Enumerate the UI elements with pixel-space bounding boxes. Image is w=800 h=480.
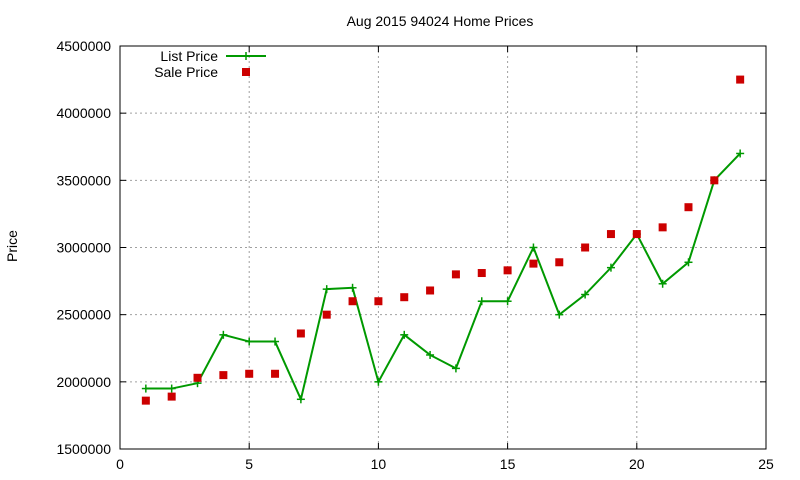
legend-marker xyxy=(242,52,250,60)
data-point xyxy=(736,149,745,158)
data-point xyxy=(245,337,254,346)
legend-label: List Price xyxy=(160,48,218,64)
axes xyxy=(119,45,767,450)
data-point xyxy=(710,176,719,185)
data-point xyxy=(684,203,693,212)
data-point xyxy=(477,269,486,278)
data-point xyxy=(555,258,564,267)
data-point xyxy=(529,243,538,252)
legend-label: Sale Price xyxy=(154,64,218,80)
data-point xyxy=(322,310,331,319)
y-tick-label: 2000000 xyxy=(56,374,111,390)
series-layer xyxy=(141,75,745,405)
y-tick-label: 4000000 xyxy=(56,105,111,121)
data-point xyxy=(400,293,409,302)
data-point xyxy=(477,297,486,306)
data-point xyxy=(374,297,383,306)
data-point xyxy=(193,373,202,382)
y-tick-label: 4500000 xyxy=(56,38,111,54)
tick-labels: 0 5 10 15 20 25 1500000 2000000 2500000 3000000 35… xyxy=(56,38,774,472)
data-point xyxy=(271,337,280,346)
data-point xyxy=(658,223,667,232)
data-point xyxy=(400,330,409,339)
data-point xyxy=(503,266,512,275)
data-point xyxy=(606,230,615,239)
data-point xyxy=(219,371,228,380)
x-tick-label: 0 xyxy=(116,456,124,472)
data-point xyxy=(658,279,667,288)
y-tick-label: 2500000 xyxy=(56,307,111,323)
y-axis-label: Price xyxy=(4,230,20,262)
x-tick-label: 15 xyxy=(500,456,516,472)
data-point xyxy=(296,395,305,404)
y-tick-label: 3000000 xyxy=(56,240,111,256)
data-point xyxy=(141,384,150,393)
data-point xyxy=(606,263,615,272)
x-tick-label: 25 xyxy=(758,456,774,472)
data-point xyxy=(426,350,435,359)
series-list-price xyxy=(141,149,745,404)
series-line xyxy=(145,152,741,403)
data-point xyxy=(348,283,357,292)
data-point xyxy=(271,369,280,378)
grid-lines xyxy=(120,46,766,449)
data-point xyxy=(426,286,435,295)
y-tick-label: 1500000 xyxy=(56,441,111,457)
data-point xyxy=(141,396,150,405)
data-point xyxy=(348,297,357,306)
data-point xyxy=(503,297,512,306)
data-point xyxy=(684,258,693,267)
data-point xyxy=(451,364,460,373)
data-point xyxy=(374,377,383,386)
legend-entry: Sale Price xyxy=(154,64,250,80)
data-point xyxy=(296,329,305,338)
x-tick-label: 20 xyxy=(629,456,645,472)
y-tick-label: 3500000 xyxy=(56,172,111,188)
data-point xyxy=(529,259,538,268)
data-point xyxy=(167,392,176,401)
data-point xyxy=(632,230,641,239)
x-tick-label: 5 xyxy=(245,456,253,472)
data-point xyxy=(167,384,176,393)
data-point xyxy=(581,290,590,299)
chart-title: Aug 2015 94024 Home Prices xyxy=(347,13,534,29)
series-sale-price xyxy=(141,75,745,405)
legend-marker xyxy=(242,68,250,76)
data-point xyxy=(245,369,254,378)
x-tick-label: 10 xyxy=(371,456,387,472)
data-point xyxy=(581,243,590,252)
legend-entry: List Price xyxy=(160,48,266,64)
data-point xyxy=(219,330,228,339)
data-point xyxy=(322,285,331,294)
data-point xyxy=(555,310,564,319)
data-point xyxy=(451,270,460,279)
data-point xyxy=(736,75,745,84)
